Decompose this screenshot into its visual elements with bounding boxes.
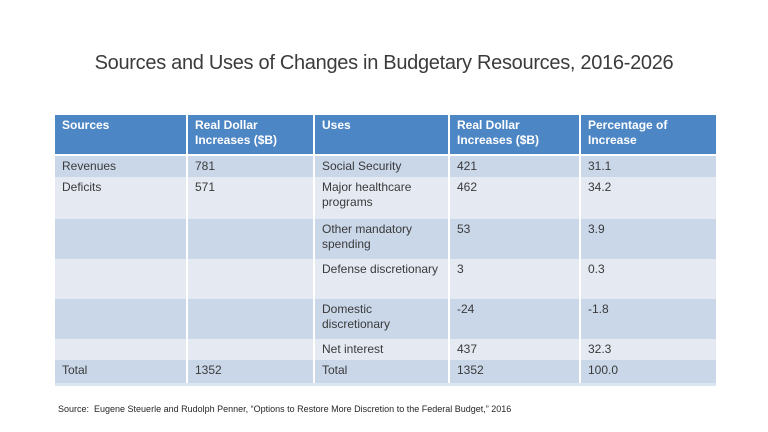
table-cell [186, 219, 315, 259]
table-cell: 34.2 [579, 177, 716, 219]
table-cell: 1352 [448, 360, 581, 386]
table-total-row: Total 1352 Total 1352 100.0 [55, 360, 716, 386]
table-row: Other mandatory spending 53 3.9 [55, 219, 716, 259]
table-cell: 1352 [186, 360, 315, 386]
table-cell: 3 [448, 259, 581, 299]
table-cell [55, 219, 188, 259]
table-cell: 437 [448, 339, 581, 360]
table-cell [55, 299, 188, 339]
table-row: Domestic discretionary -24 -1.8 [55, 299, 716, 339]
table-cell: 571 [186, 177, 315, 219]
table-cell: Revenues [55, 155, 188, 177]
table-cell [55, 259, 188, 299]
table-cell: Domestic discretionary [313, 299, 450, 339]
table-cell: 421 [448, 155, 581, 177]
table-row: Deficits 571 Major healthcare programs 4… [55, 177, 716, 219]
table-cell [186, 259, 315, 299]
table-row: Revenues 781 Social Security 421 31.1 [55, 155, 716, 177]
table-cell: Total [55, 360, 188, 386]
budget-table: Sources Real Dollar Increases ($B) Uses … [55, 115, 716, 386]
table-cell: 3.9 [579, 219, 716, 259]
table-cell: 31.1 [579, 155, 716, 177]
table-cell: 462 [448, 177, 581, 219]
table-cell: Deficits [55, 177, 188, 219]
col-header-percentage: Percentage of Increase [579, 115, 716, 156]
table-cell: Total [313, 360, 450, 386]
table-cell: Defense discretionary [313, 259, 450, 299]
table-cell: -24 [448, 299, 581, 339]
table-cell [186, 299, 315, 339]
col-header-sources: Sources [55, 115, 188, 156]
table-cell: Major healthcare programs [313, 177, 450, 219]
table-cell [55, 339, 188, 360]
table-row: Net interest 437 32.3 [55, 339, 716, 360]
table-cell: 100.0 [579, 360, 716, 386]
table-cell: 0.3 [579, 259, 716, 299]
table-row: Defense discretionary 3 0.3 [55, 259, 716, 299]
col-header-real-dollar-sources: Real Dollar Increases ($B) [186, 115, 315, 156]
col-header-uses: Uses [313, 115, 450, 156]
table-cell [186, 339, 315, 360]
table-cell: 781 [186, 155, 315, 177]
slide-title: Sources and Uses of Changes in Budgetary… [94, 52, 674, 74]
table-cell: 53 [448, 219, 581, 259]
source-note: Source: Eugene Steuerle and Rudolph Penn… [58, 404, 512, 414]
table-cell: -1.8 [579, 299, 716, 339]
table-header-row: Sources Real Dollar Increases ($B) Uses … [55, 115, 716, 156]
table-cell: Other mandatory spending [313, 219, 450, 259]
table-cell: Net interest [313, 339, 450, 360]
col-header-real-dollar-uses: Real Dollar Increases ($B) [448, 115, 581, 156]
table-cell: Social Security [313, 155, 450, 177]
table-cell: 32.3 [579, 339, 716, 360]
